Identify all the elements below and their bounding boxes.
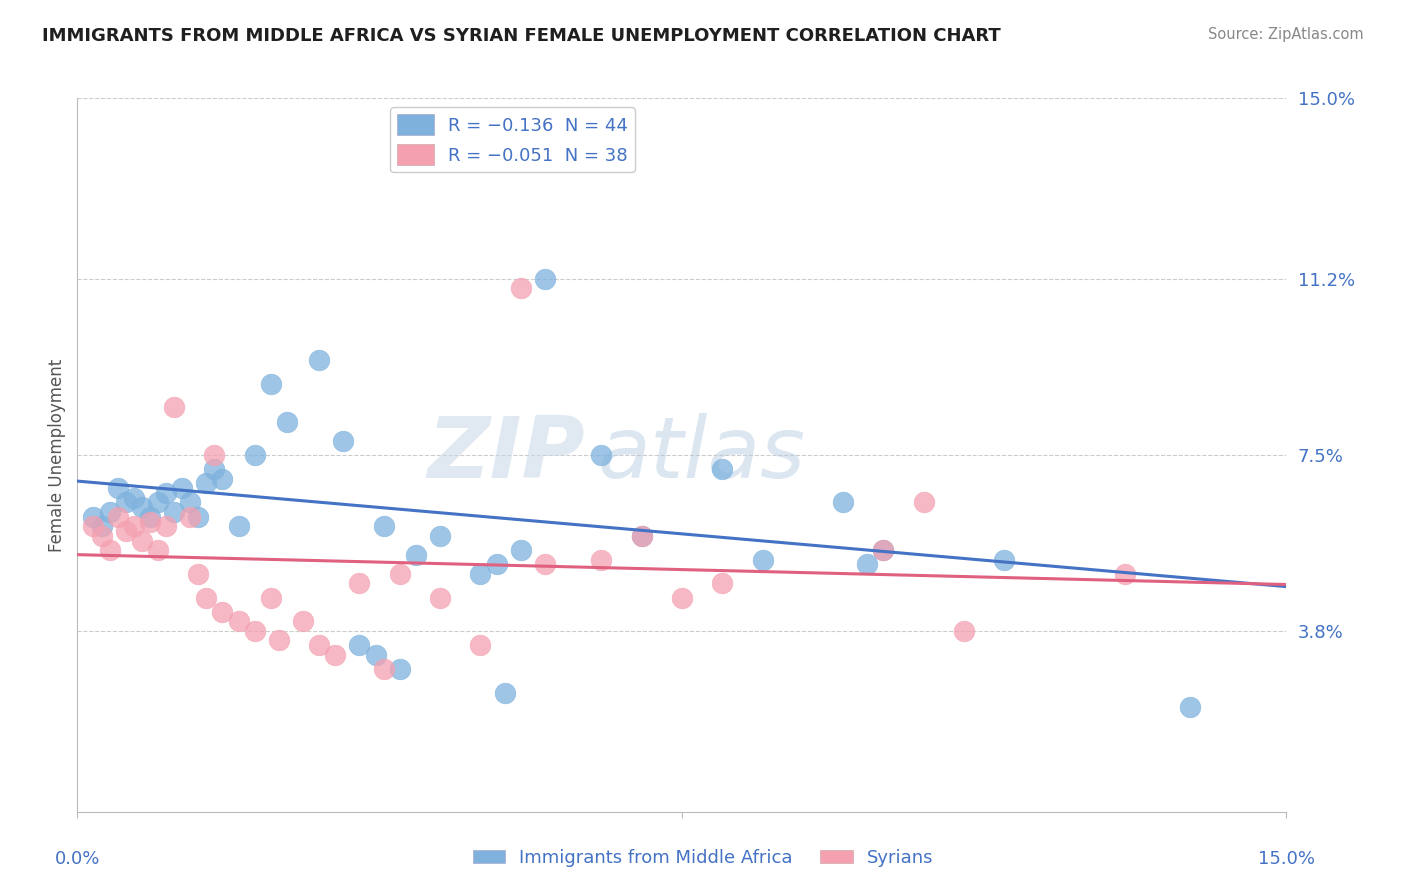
Text: ZIP: ZIP [427,413,585,497]
Point [405,548,427,562]
Point [292,615,315,629]
Point [98,505,121,519]
Point [332,434,354,448]
Point [751,552,773,566]
Point [187,566,209,581]
Point [228,615,250,629]
Point [163,401,186,415]
Point [509,543,531,558]
Point [534,272,557,286]
Point [146,543,169,558]
Point [373,662,395,676]
Text: 15.0%: 15.0% [1258,850,1315,868]
Point [349,638,371,652]
Point [912,495,935,509]
Point [856,558,879,572]
Point [98,543,121,558]
Point [1178,700,1201,714]
Point [131,533,153,548]
Point [308,638,330,652]
Point [323,648,346,662]
Point [308,352,330,367]
Point [993,552,1015,566]
Point [872,543,894,558]
Point [388,662,411,676]
Point [107,481,129,495]
Point [202,448,225,462]
Point [832,495,855,509]
Point [131,500,153,515]
Point [485,558,508,572]
Point [1114,566,1136,581]
Point [195,476,218,491]
Text: IMMIGRANTS FROM MIDDLE AFRICA VS SYRIAN FEMALE UNEMPLOYMENT CORRELATION CHART: IMMIGRANTS FROM MIDDLE AFRICA VS SYRIAN … [42,27,1001,45]
Point [90,529,112,543]
Point [509,281,531,295]
Point [470,566,492,581]
Point [139,515,162,529]
Point [146,495,169,509]
Point [260,591,283,605]
Point [195,591,218,605]
Point [82,509,104,524]
Point [630,529,652,543]
Point [630,529,652,543]
Text: atlas: atlas [598,413,806,497]
Point [671,591,693,605]
Point [373,519,395,533]
Point [276,415,298,429]
Legend: R = −0.136  N = 44, R = −0.051  N = 38: R = −0.136 N = 44, R = −0.051 N = 38 [391,107,636,172]
Point [388,566,411,581]
Point [243,624,266,638]
Point [211,472,233,486]
Point [267,633,290,648]
Point [187,509,209,524]
Point [591,448,613,462]
Point [211,605,233,619]
Point [429,529,451,543]
Point [364,648,387,662]
Point [494,686,516,700]
Point [349,576,371,591]
Point [872,543,894,558]
Text: Source: ZipAtlas.com: Source: ZipAtlas.com [1208,27,1364,42]
Point [122,491,145,505]
Point [260,376,283,391]
Point [453,124,475,138]
Point [172,481,194,495]
Point [534,558,557,572]
Text: 0.0%: 0.0% [55,850,100,868]
Point [122,519,145,533]
Point [228,519,250,533]
Point [114,524,136,538]
Point [243,448,266,462]
Point [90,519,112,533]
Legend: Immigrants from Middle Africa, Syrians: Immigrants from Middle Africa, Syrians [465,842,941,874]
Point [155,486,177,500]
Point [139,509,162,524]
Point [114,495,136,509]
Point [179,509,201,524]
Point [179,495,201,509]
Point [591,552,613,566]
Point [163,505,186,519]
Point [711,462,734,476]
Point [107,509,129,524]
Point [711,576,734,591]
Point [155,519,177,533]
Point [82,519,104,533]
Point [429,591,451,605]
Y-axis label: Female Unemployment: Female Unemployment [48,359,66,551]
Point [470,638,492,652]
Point [202,462,225,476]
Point [953,624,976,638]
